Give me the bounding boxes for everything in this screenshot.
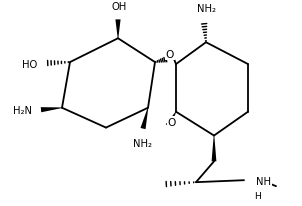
Polygon shape xyxy=(212,136,217,162)
Text: NH₂: NH₂ xyxy=(197,4,216,14)
Text: NH₂: NH₂ xyxy=(133,138,153,148)
Text: H₂N: H₂N xyxy=(13,105,32,115)
Text: HO: HO xyxy=(22,60,37,70)
Text: O: O xyxy=(168,117,176,127)
Text: H: H xyxy=(255,191,262,200)
Polygon shape xyxy=(166,112,176,127)
Text: NH: NH xyxy=(256,176,271,186)
Polygon shape xyxy=(140,108,148,130)
Text: OH: OH xyxy=(111,2,127,12)
Polygon shape xyxy=(41,108,62,113)
Text: O: O xyxy=(166,50,174,60)
Polygon shape xyxy=(115,20,120,39)
